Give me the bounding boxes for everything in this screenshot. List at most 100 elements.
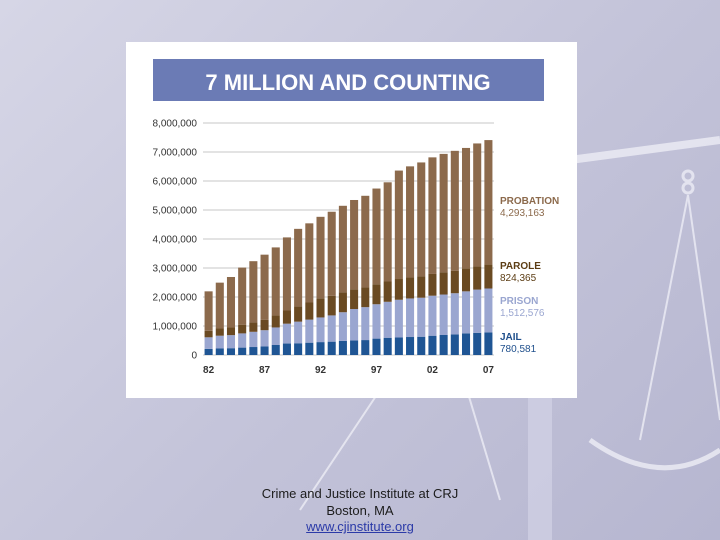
bar-segment-jail: [361, 340, 370, 355]
bar-segment-jail: [383, 337, 392, 355]
legend-label-probation: PROBATION: [500, 196, 559, 207]
bar-segment-probation: [350, 199, 359, 290]
chart-card: 7 MILLION AND COUNTING 0 1,000,000 2,000,0…: [126, 42, 577, 398]
bar-segment-probation: [450, 150, 459, 271]
legend-value-prison: 1,512,576: [500, 308, 545, 319]
bar-segment-probation: [204, 291, 213, 331]
y-tick-label: 7,000,000: [153, 148, 198, 159]
bar-segment-jail: [305, 342, 314, 355]
bar-segment-parole: [226, 327, 236, 336]
bar-segment-parole: [238, 324, 247, 334]
legend-label-parole: PAROLE: [500, 261, 541, 272]
bar-segment-probation: [249, 261, 258, 323]
bar-segment-jail: [316, 342, 325, 355]
bar-segment-probation: [394, 170, 403, 280]
footer-location: Boston, MA: [326, 503, 394, 518]
bar-segment-prison: [204, 337, 213, 349]
bar-segment-probation: [316, 216, 325, 299]
legend-value-parole: 824,365: [500, 273, 537, 284]
bar-segment-prison: [394, 299, 403, 338]
bar-segment-probation: [361, 195, 370, 288]
bar-segment-parole: [282, 310, 291, 324]
bar-segment-prison: [383, 301, 392, 338]
bar-segment-probation: [271, 247, 280, 316]
footer-link[interactable]: www.cjinstitute.org: [306, 519, 414, 534]
bar-segment-prison: [350, 309, 359, 341]
bar-segment-probation: [238, 267, 247, 325]
bar-segment-prison: [450, 293, 459, 335]
bar-segment-probation: [294, 228, 303, 307]
bar-segment-probation: [473, 143, 482, 267]
bar-segment-jail: [473, 332, 482, 355]
bar-segment-parole: [316, 298, 325, 318]
bar-segment-jail: [249, 347, 258, 355]
bar-segment-prison: [238, 333, 247, 348]
bar-segment-jail: [204, 348, 213, 355]
bar-segment-prison: [461, 291, 471, 334]
bar-segment-probation: [461, 147, 471, 269]
bar-segment-prison: [327, 315, 336, 342]
bar-segment-jail: [450, 334, 459, 355]
bar-segment-prison: [372, 304, 381, 339]
legend-label-prison: PRISON: [500, 296, 538, 307]
bar-segment-prison: [294, 321, 303, 344]
x-tick-label: 82: [203, 365, 215, 376]
bar-segment-prison: [361, 307, 370, 341]
bar-segment-probation: [372, 188, 381, 285]
bar-segment-parole: [372, 284, 381, 305]
bar-segment-probation: [305, 223, 314, 303]
bar-segment-prison: [215, 335, 224, 349]
bar-segment-parole: [260, 319, 269, 331]
legend-value-probation: 4,293,163: [500, 208, 545, 219]
bar-segment-parole: [450, 270, 459, 294]
bars: [204, 140, 493, 355]
bar-segment-jail: [294, 343, 303, 355]
bar-segment-prison: [484, 288, 493, 333]
bar-segment-probation: [406, 166, 415, 278]
bar-segment-prison: [260, 330, 269, 347]
bar-segment-parole: [327, 295, 336, 316]
bar-segment-jail: [338, 340, 347, 355]
bar-segment-probation: [226, 276, 236, 328]
y-tick-label: 5,000,000: [153, 206, 198, 217]
y-tick-label: 8,000,000: [153, 119, 198, 130]
bar-segment-jail: [428, 335, 437, 355]
bar-segment-jail: [282, 343, 291, 355]
bar-segment-prison: [305, 319, 314, 343]
bar-segment-probation: [327, 211, 336, 296]
bar-segment-parole: [361, 287, 370, 308]
bar-segment-probation: [417, 162, 426, 277]
y-tick-label: 4,000,000: [153, 235, 198, 246]
y-axis-ticks: 0 1,000,000 2,000,000 3,000,000 4,000,000 5,0…: [153, 119, 198, 362]
x-tick-label: 97: [371, 365, 383, 376]
bar-segment-prison: [226, 335, 236, 349]
bar-segment-jail: [417, 336, 426, 355]
bar-segment-prison: [282, 323, 291, 344]
bar-segment-prison: [428, 295, 437, 336]
bar-segment-jail: [215, 348, 224, 355]
bar-segment-parole: [294, 306, 303, 322]
bar-segment-probation: [282, 237, 291, 311]
bar-segment-jail: [406, 337, 415, 355]
y-tick-label: 6,000,000: [153, 177, 198, 188]
bar-segment-prison: [473, 289, 482, 333]
bar-segment-probation: [484, 140, 493, 265]
bar-segment-parole: [305, 302, 314, 320]
bar-segment-jail: [372, 338, 381, 355]
bar-segment-parole: [394, 279, 403, 300]
bar-segment-prison: [316, 317, 325, 343]
bar-segment-jail: [238, 347, 247, 355]
bar-segment-jail: [350, 340, 359, 355]
bar-segment-parole: [473, 266, 482, 290]
bar-segment-parole: [406, 277, 415, 299]
bar-segment-parole: [461, 268, 471, 292]
bar-segment-probation: [428, 157, 437, 274]
bar-segment-jail: [439, 334, 448, 355]
bar-segment-parole: [428, 273, 437, 296]
bar-segment-probation: [383, 182, 392, 282]
legend-label-jail: JAIL: [500, 332, 522, 343]
bar-segment-prison: [417, 297, 426, 337]
y-tick-label: 2,000,000: [153, 293, 198, 304]
y-tick-label: 3,000,000: [153, 264, 198, 275]
